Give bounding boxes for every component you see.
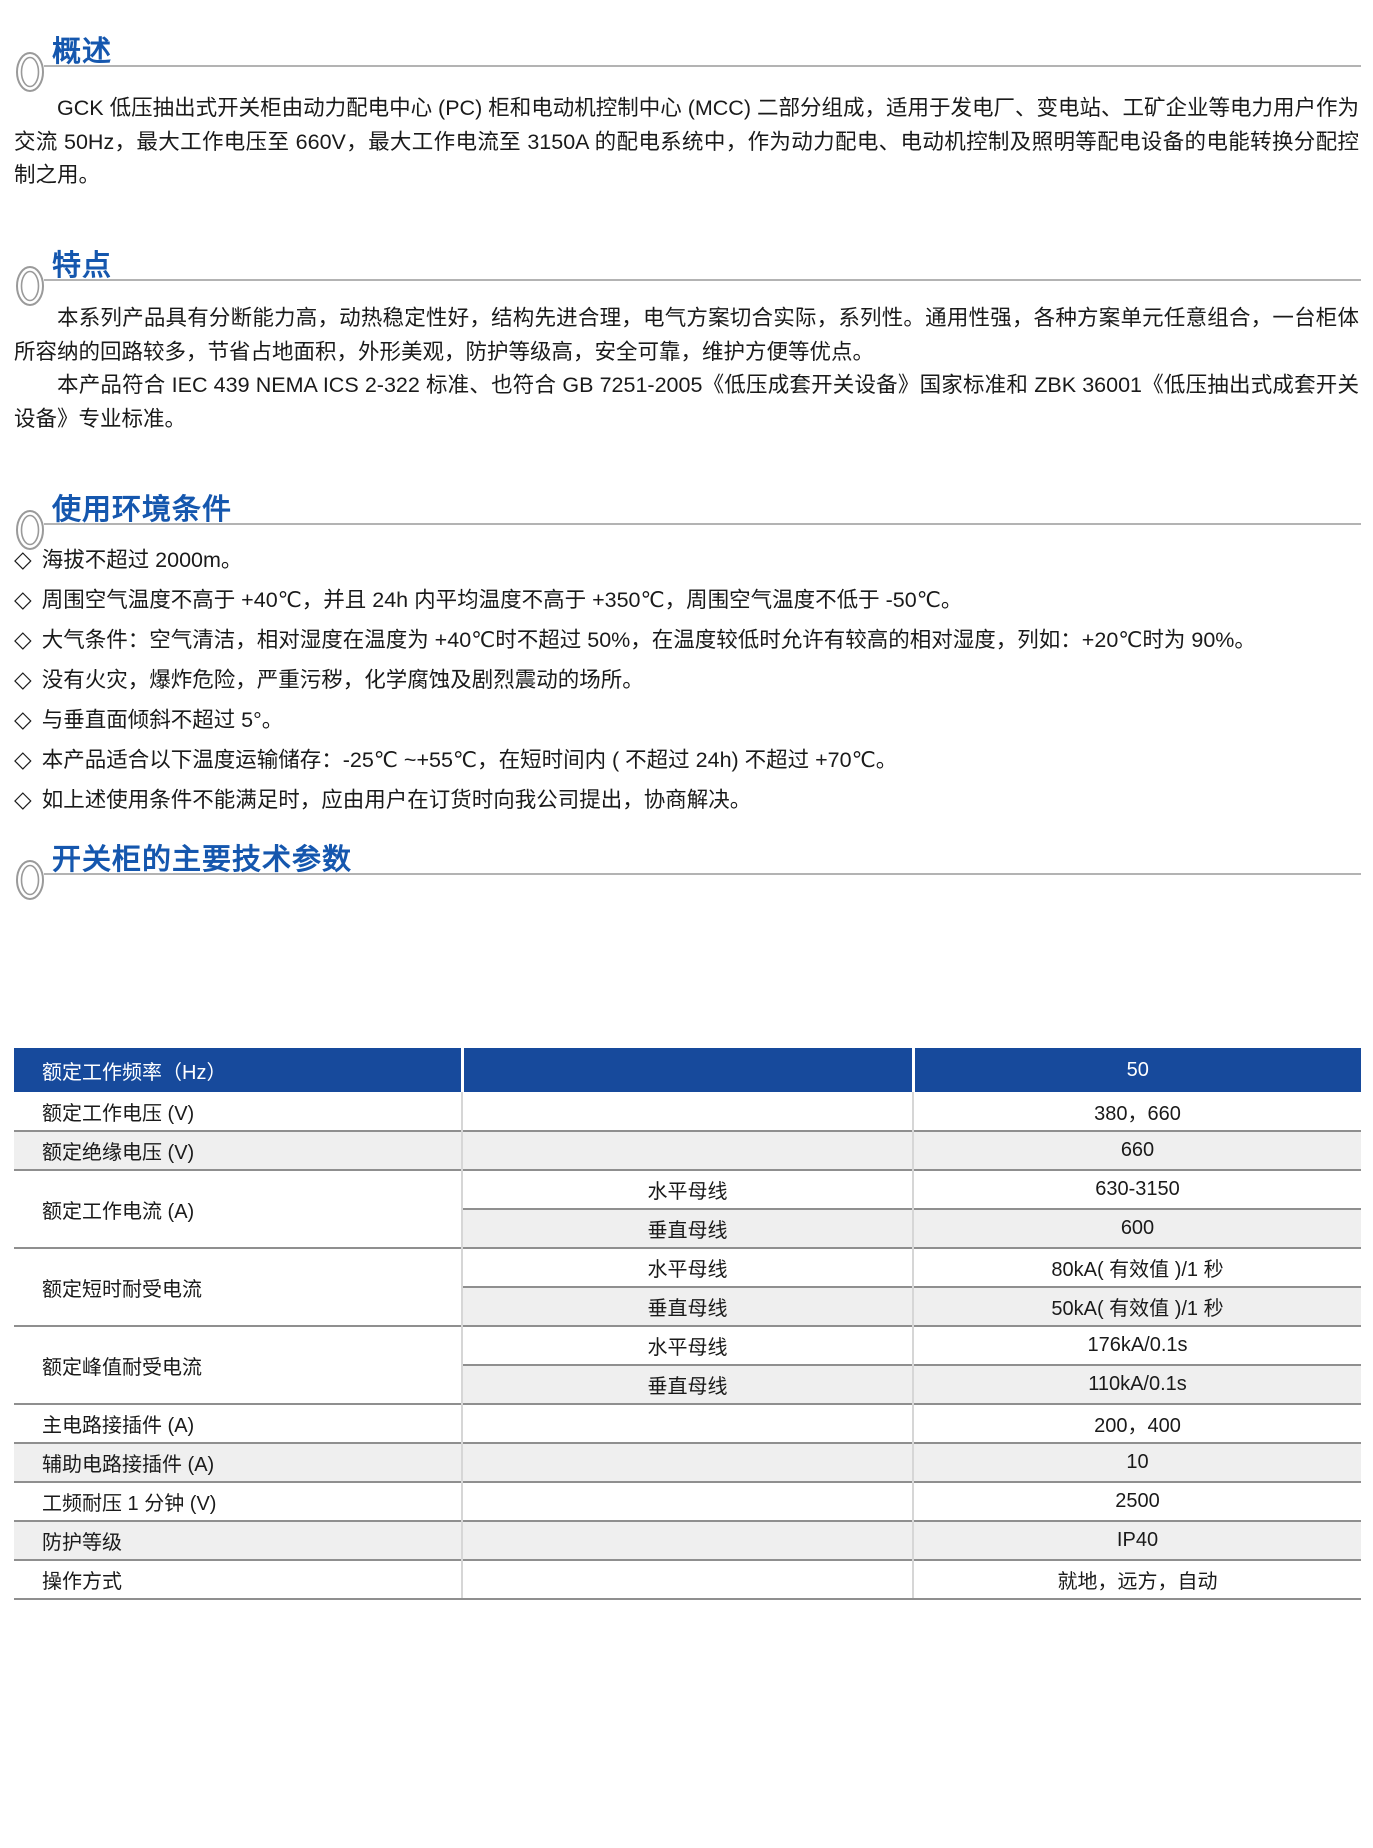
- overview-paragraph: GCK 低压抽出式开关柜由动力配电中心 (PC) 柜和电动机控制中心 (MCC)…: [14, 96, 1359, 187]
- table-row: 辅助电路接插件 (A) 10: [14, 1442, 1361, 1482]
- row-sub: [461, 1403, 913, 1443]
- row-label: 辅助电路接插件 (A): [14, 1442, 462, 1482]
- table-row: 额定绝缘电压 (V) 660: [14, 1130, 1361, 1170]
- table-row: 额定工作电流 (A) 水平母线 630-3150: [14, 1169, 1361, 1248]
- row-sub: 水平母线: [461, 1325, 913, 1365]
- row-value: 380，660: [912, 1092, 1361, 1131]
- diamond-bullet-icon: ◇: [14, 746, 32, 772]
- section-title-overview: 概述: [52, 36, 113, 68]
- diamond-bullet-icon: ◇: [14, 706, 32, 732]
- row-sub: [461, 1559, 913, 1600]
- features-body: 本系列产品具有分断能力高，动热稳定性好，结构先进合理，电气方案切合实际，系列性。…: [14, 302, 1359, 436]
- features-paragraph-2: 本产品符合 IEC 439 NEMA ICS 2-322 标准、也符合 GB 7…: [14, 373, 1359, 431]
- row-sub: [461, 1442, 913, 1482]
- row-label: 额定工作电压 (V): [14, 1092, 462, 1131]
- ring-icon: [16, 52, 44, 92]
- table-row: 垂直母线 110kA/0.1s: [14, 1364, 1361, 1404]
- section-title-parameters: 开关柜的主要技术参数: [52, 844, 353, 876]
- row-label: 防护等级: [14, 1520, 462, 1560]
- row-label: 主电路接插件 (A): [14, 1403, 462, 1443]
- table-row: 额定短时耐受电流 水平母线 80kA( 有效值 )/1 秒: [14, 1247, 1361, 1326]
- row-label: 额定峰值耐受电流: [14, 1325, 462, 1404]
- row-sub: 垂直母线: [461, 1286, 913, 1326]
- diamond-bullet-icon: ◇: [14, 626, 32, 652]
- row-value: 660: [912, 1130, 1361, 1170]
- diamond-bullet-icon: ◇: [14, 786, 32, 812]
- row-sub: [461, 1130, 913, 1170]
- section-title-features: 特点: [52, 250, 113, 282]
- row-sub: [461, 1481, 913, 1521]
- row-sub: 垂直母线: [461, 1364, 913, 1404]
- section-divider: [44, 873, 1361, 875]
- ring-icon: [16, 510, 44, 550]
- row-value: 2500: [912, 1481, 1361, 1521]
- section-overview-header: 概述: [0, 28, 1373, 124]
- env-conditions-list: ◇ 海拔不超过 2000m。 ◇ 周围空气温度不高于 +40℃，并且 24h 内平均…: [14, 540, 1359, 820]
- list-item: ◇ 大气条件：空气清洁，相对湿度在温度为 +40℃时不超过 50%，在温度较低时允…: [14, 620, 1359, 660]
- row-sub: 水平母线: [461, 1169, 913, 1209]
- section-environment-header: 使用环境条件: [0, 486, 1373, 582]
- header-cell-mid: [460, 1048, 913, 1092]
- env-condition-text: 没有火灾，爆炸危险，严重污秽，化学腐蚀及剧烈震动的场所。: [41, 668, 644, 692]
- list-item: ◇ 海拔不超过 2000m。: [14, 540, 1359, 580]
- row-value: 10: [912, 1442, 1361, 1482]
- row-label: 额定短时耐受电流: [14, 1247, 462, 1326]
- list-item: ◇ 没有火灾，爆炸危险，严重污秽，化学腐蚀及剧烈震动的场所。: [14, 660, 1359, 700]
- section-title-environment: 使用环境条件: [52, 494, 233, 526]
- table-row: 额定工作电压 (V) 380，660: [14, 1092, 1361, 1131]
- row-sub: 垂直母线: [461, 1208, 913, 1248]
- row-label: 工频耐压 1 分钟 (V): [14, 1481, 462, 1521]
- row-value: IP40: [912, 1520, 1361, 1560]
- table-row: 额定峰值耐受电流 水平母线 176kA/0.1s: [14, 1325, 1361, 1404]
- list-item: ◇ 与垂直面倾斜不超过 5°。: [14, 700, 1359, 740]
- row-sub: 水平母线: [461, 1247, 913, 1287]
- env-condition-text: 本产品适合以下温度运输储存：-25℃ ~+55℃，在短时间内 ( 不超过 24h…: [41, 748, 898, 772]
- list-item: ◇ 周围空气温度不高于 +40℃，并且 24h 内平均温度不高于 +350℃，周围…: [14, 580, 1359, 620]
- row-value: 就地，远方，自动: [912, 1559, 1361, 1600]
- env-condition-text: 海拔不超过 2000m。: [41, 548, 243, 572]
- list-item: ◇ 如上述使用条件不能满足时，应由用户在订货时向我公司提出，协商解决。: [14, 780, 1359, 820]
- tech-params-table: 额定工作频率（Hz） 50 额定工作电压 (V) 380，660 额定绝缘电压 …: [14, 1048, 1361, 1600]
- row-value: 630-3150: [912, 1169, 1361, 1209]
- diamond-bullet-icon: ◇: [14, 586, 32, 612]
- overview-body: GCK 低压抽出式开关柜由动力配电中心 (PC) 柜和电动机控制中心 (MCC)…: [14, 92, 1359, 193]
- ring-icon: [16, 266, 44, 306]
- row-label: 额定绝缘电压 (V): [14, 1130, 462, 1170]
- row-sub: [461, 1520, 913, 1560]
- section-features-header: 特点: [0, 242, 1373, 338]
- section-divider: [44, 523, 1361, 525]
- section-parameters-header: 开关柜的主要技术参数: [0, 836, 1373, 932]
- list-item: ◇ 本产品适合以下温度运输储存：-25℃ ~+55℃，在短时间内 ( 不超过 24…: [14, 740, 1359, 780]
- row-sub: [461, 1092, 913, 1131]
- table-row: 垂直母线 600: [14, 1208, 1361, 1248]
- row-value: 176kA/0.1s: [912, 1325, 1361, 1365]
- row-value: 110kA/0.1s: [912, 1364, 1361, 1404]
- table-row: 操作方式 就地，远方，自动: [14, 1559, 1361, 1600]
- features-paragraph-1: 本系列产品具有分断能力高，动热稳定性好，结构先进合理，电气方案切合实际，系列性。…: [14, 306, 1359, 364]
- table-row: 垂直母线 50kA( 有效值 )/1 秒: [14, 1286, 1361, 1326]
- section-divider: [44, 65, 1361, 67]
- env-condition-text: 与垂直面倾斜不超过 5°。: [41, 708, 284, 732]
- diamond-bullet-icon: ◇: [14, 546, 32, 572]
- table-row: 防护等级 IP40: [14, 1520, 1361, 1560]
- diamond-bullet-icon: ◇: [14, 666, 32, 692]
- ring-icon: [16, 860, 44, 900]
- table-row: 工频耐压 1 分钟 (V) 2500: [14, 1481, 1361, 1521]
- table-row: 主电路接插件 (A) 200，400: [14, 1403, 1361, 1443]
- row-value: 200，400: [912, 1403, 1361, 1443]
- table-header-row: 额定工作频率（Hz） 50: [14, 1048, 1361, 1092]
- section-divider: [44, 279, 1361, 281]
- env-condition-text: 大气条件：空气清洁，相对湿度在温度为 +40℃时不超过 50%，在温度较低时允许…: [41, 628, 1256, 652]
- row-label: 额定工作电流 (A): [14, 1169, 462, 1248]
- row-value: 50kA( 有效值 )/1 秒: [912, 1286, 1361, 1326]
- header-cell-label: 额定工作频率（Hz）: [14, 1048, 462, 1092]
- row-value: 600: [912, 1208, 1361, 1248]
- header-cell-value: 50: [911, 1048, 1361, 1092]
- row-value: 80kA( 有效值 )/1 秒: [912, 1247, 1361, 1287]
- row-label: 操作方式: [14, 1559, 462, 1600]
- env-condition-text: 如上述使用条件不能满足时，应由用户在订货时向我公司提出，协商解决。: [41, 788, 752, 812]
- env-condition-text: 周围空气温度不高于 +40℃，并且 24h 内平均温度不高于 +350℃，周围空…: [41, 588, 963, 612]
